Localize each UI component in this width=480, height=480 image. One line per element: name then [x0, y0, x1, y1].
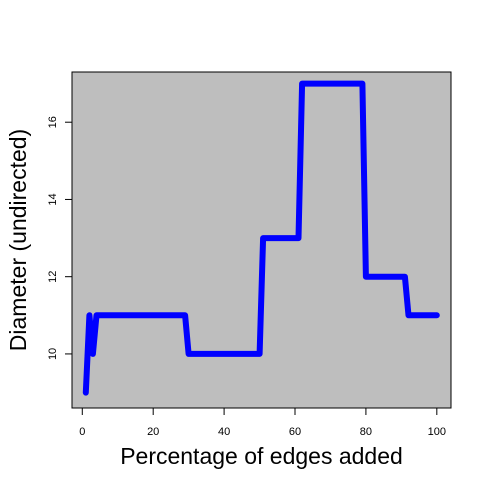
- x-tick-label: 80: [360, 426, 372, 438]
- x-tick-label: 100: [428, 426, 446, 438]
- x-tick-label: 60: [289, 426, 301, 438]
- series-layer: [82, 80, 440, 396]
- x-tick-label: 0: [79, 426, 85, 438]
- y-axis-label: Diameter (undirected): [5, 129, 31, 351]
- x-axis-label: Percentage of edges added: [120, 443, 403, 469]
- y-tick-label: 10: [47, 348, 59, 360]
- series-line: [82, 80, 440, 396]
- x-tick-label: 20: [147, 426, 159, 438]
- y-tick-label: 14: [47, 193, 59, 205]
- x-tick-label: 40: [218, 426, 230, 438]
- y-axis: 10 12 14 16: [47, 116, 73, 360]
- y-tick-label: 12: [47, 271, 59, 283]
- x-axis: 0 20 40 60 80 100: [79, 407, 446, 438]
- y-tick-label: 16: [47, 116, 59, 128]
